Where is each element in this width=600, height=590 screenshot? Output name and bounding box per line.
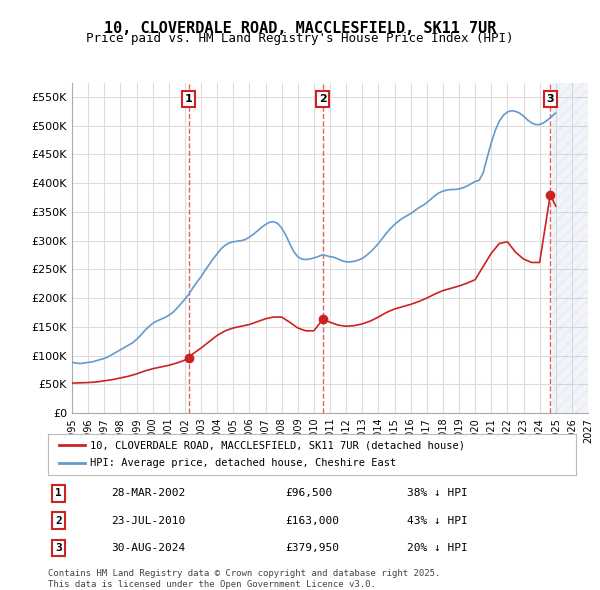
Text: 20% ↓ HPI: 20% ↓ HPI	[407, 543, 468, 553]
Text: £379,950: £379,950	[286, 543, 340, 553]
Text: 38% ↓ HPI: 38% ↓ HPI	[407, 489, 468, 499]
Bar	[552, 83, 588, 413]
Text: 30-AUG-2024: 30-AUG-2024	[112, 543, 185, 553]
Text: 10, CLOVERDALE ROAD, MACCLESFIELD, SK11 7UR: 10, CLOVERDALE ROAD, MACCLESFIELD, SK11 …	[104, 21, 496, 35]
Text: 1: 1	[185, 94, 193, 104]
Text: £163,000: £163,000	[286, 516, 340, 526]
Text: 28-MAR-2002: 28-MAR-2002	[112, 489, 185, 499]
Text: 3: 3	[547, 94, 554, 104]
Text: 3: 3	[55, 543, 62, 553]
Text: HPI: Average price, detached house, Cheshire East: HPI: Average price, detached house, Ches…	[90, 458, 397, 468]
Text: 2: 2	[319, 94, 326, 104]
Text: 1: 1	[55, 489, 62, 499]
Text: 2: 2	[55, 516, 62, 526]
Text: 10, CLOVERDALE ROAD, MACCLESFIELD, SK11 7UR (detached house): 10, CLOVERDALE ROAD, MACCLESFIELD, SK11 …	[90, 440, 465, 450]
Text: Contains HM Land Registry data © Crown copyright and database right 2025.
This d: Contains HM Land Registry data © Crown c…	[48, 569, 440, 589]
Text: 43% ↓ HPI: 43% ↓ HPI	[407, 516, 468, 526]
Text: £96,500: £96,500	[286, 489, 333, 499]
Text: 23-JUL-2010: 23-JUL-2010	[112, 516, 185, 526]
Text: Price paid vs. HM Land Registry's House Price Index (HPI): Price paid vs. HM Land Registry's House …	[86, 32, 514, 45]
